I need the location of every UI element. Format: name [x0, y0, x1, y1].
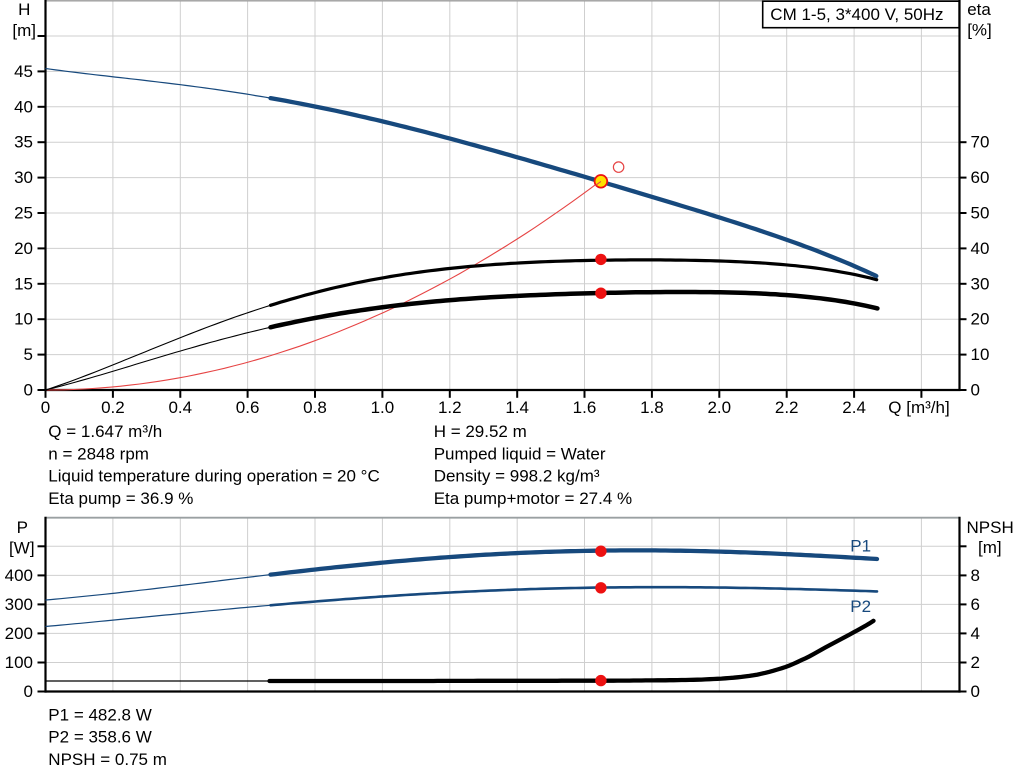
svg-text:NPSH = 0.75 m: NPSH = 0.75 m — [48, 750, 167, 769]
svg-text:45: 45 — [14, 62, 33, 81]
svg-text:1.4: 1.4 — [505, 398, 529, 417]
svg-text:0.4: 0.4 — [168, 398, 192, 417]
svg-text:[m]: [m] — [12, 21, 36, 40]
svg-text:400: 400 — [5, 566, 33, 585]
svg-text:4: 4 — [971, 624, 980, 643]
svg-text:n = 2848 rpm: n = 2848 rpm — [48, 444, 149, 463]
svg-text:2.0: 2.0 — [707, 398, 731, 417]
svg-text:P1: P1 — [850, 537, 871, 556]
svg-text:[W]: [W] — [9, 538, 35, 557]
svg-text:CM 1-5, 3*400 V, 50Hz: CM 1-5, 3*400 V, 50Hz — [770, 5, 943, 24]
svg-text:0: 0 — [41, 398, 50, 417]
svg-text:P1 = 482.8 W: P1 = 482.8 W — [48, 706, 151, 725]
svg-text:1.8: 1.8 — [640, 398, 664, 417]
svg-text:P2 = 358.6 W: P2 = 358.6 W — [48, 728, 151, 747]
svg-text:25: 25 — [14, 204, 33, 223]
svg-text:50: 50 — [971, 204, 990, 223]
svg-text:10: 10 — [14, 310, 33, 329]
svg-text:30: 30 — [14, 168, 33, 187]
svg-text:Liquid temperature during oper: Liquid temperature during operation = 20… — [48, 467, 379, 486]
svg-text:100: 100 — [5, 653, 33, 672]
svg-text:60: 60 — [971, 168, 990, 187]
svg-text:300: 300 — [5, 595, 33, 614]
svg-text:0: 0 — [24, 682, 33, 701]
svg-text:[m]: [m] — [978, 538, 1002, 557]
svg-text:Eta pump+motor = 27.4 %: Eta pump+motor = 27.4 % — [434, 489, 632, 508]
svg-text:Eta pump = 36.9 %: Eta pump = 36.9 % — [48, 489, 193, 508]
svg-text:2.4: 2.4 — [842, 398, 866, 417]
svg-text:2: 2 — [971, 653, 980, 672]
svg-text:0.8: 0.8 — [303, 398, 327, 417]
svg-text:[%]: [%] — [967, 21, 992, 40]
svg-text:0: 0 — [971, 682, 980, 701]
svg-text:eta: eta — [967, 0, 991, 19]
svg-text:1.6: 1.6 — [573, 398, 597, 417]
svg-text:Q = 1.647 m³/h: Q = 1.647 m³/h — [48, 422, 162, 441]
svg-text:H: H — [18, 0, 30, 19]
svg-text:8: 8 — [971, 566, 980, 585]
svg-text:1.2: 1.2 — [438, 398, 462, 417]
svg-text:70: 70 — [971, 133, 990, 152]
svg-text:Q [m³/h]: Q [m³/h] — [888, 398, 949, 417]
svg-text:35: 35 — [14, 133, 33, 152]
svg-text:20: 20 — [971, 310, 990, 329]
svg-text:6: 6 — [971, 595, 980, 614]
svg-text:40: 40 — [14, 97, 33, 116]
svg-text:0.2: 0.2 — [101, 398, 125, 417]
svg-text:15: 15 — [14, 274, 33, 293]
svg-text:10: 10 — [971, 345, 990, 364]
svg-text:H = 29.52 m: H = 29.52 m — [434, 422, 527, 441]
svg-text:40: 40 — [971, 239, 990, 258]
svg-text:NPSH: NPSH — [967, 518, 1014, 537]
svg-text:2.2: 2.2 — [775, 398, 799, 417]
svg-text:Pumped liquid = Water: Pumped liquid = Water — [434, 444, 606, 463]
svg-text:200: 200 — [5, 624, 33, 643]
svg-text:P: P — [17, 518, 28, 537]
svg-text:1.0: 1.0 — [371, 398, 395, 417]
svg-text:0.6: 0.6 — [236, 398, 260, 417]
svg-text:P2: P2 — [850, 597, 871, 616]
svg-text:5: 5 — [24, 345, 33, 364]
svg-text:Density = 998.2 kg/m³: Density = 998.2 kg/m³ — [434, 467, 600, 486]
svg-text:20: 20 — [14, 239, 33, 258]
svg-text:0: 0 — [24, 381, 33, 400]
svg-text:0: 0 — [971, 381, 980, 400]
svg-text:30: 30 — [971, 274, 990, 293]
